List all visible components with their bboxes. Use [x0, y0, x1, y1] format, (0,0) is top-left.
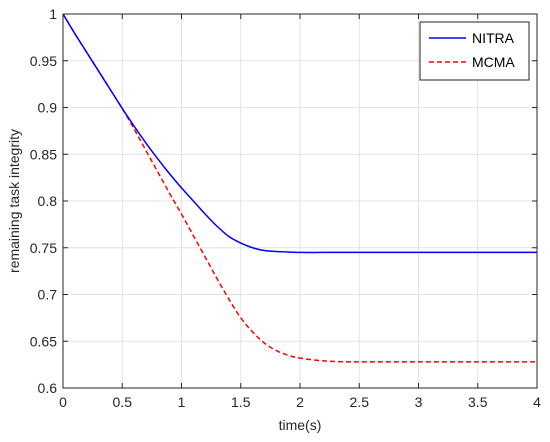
y-tick-label: 0.6 [38, 380, 58, 396]
y-tick-label: 0.8 [38, 193, 58, 209]
ticks: 0 0.5 1 1.5 2 2.5 3 3.5 4 0.6 0.65 0.7 0.75 0.8 0.85 0.… [30, 6, 541, 410]
legend-label-nitra: NITRA [472, 30, 515, 46]
x-tick-label: 3.5 [468, 394, 488, 410]
y-axis-label: remaining task integrity [6, 129, 22, 273]
x-tick-label: 2.5 [350, 394, 370, 410]
x-tick-label: 3 [415, 394, 423, 410]
y-tick-label: 0.7 [38, 287, 58, 303]
series-line-nitra [62, 13, 537, 254]
x-tick-label: 1.5 [231, 394, 251, 410]
legend-label-mcma: MCMA [472, 54, 515, 70]
x-tick-label: 0.5 [113, 394, 133, 410]
y-tick-label: 0.65 [30, 333, 57, 349]
x-tick-label: 0 [59, 394, 67, 410]
x-tick-label: 2 [296, 394, 304, 410]
x-tick-label: 4 [533, 394, 541, 410]
y-tick-label: 1 [49, 6, 57, 22]
legend: NITRA MCMA [419, 21, 530, 81]
series-line-mcma [62, 13, 537, 363]
y-tick-label: 0.9 [38, 100, 58, 116]
y-tick-label: 0.75 [30, 240, 57, 256]
y-tick-label: 0.95 [30, 53, 57, 69]
series-layer [62, 13, 537, 363]
y-tick-label: 0.85 [30, 146, 57, 162]
x-tick-label: 1 [178, 394, 186, 410]
legend-box [419, 21, 530, 81]
x-axis-label: time(s) [279, 417, 322, 433]
